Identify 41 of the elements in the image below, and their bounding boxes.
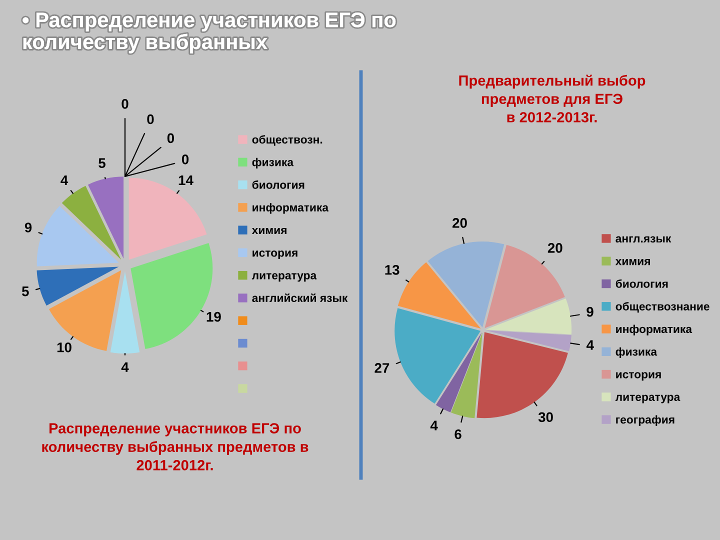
chart-title: Предварительный выбор предметов для ЕГЭ в 2012-2013г. xyxy=(459,74,646,122)
data-label: 5 xyxy=(98,158,106,168)
data-label: 19 xyxy=(206,312,221,322)
legend-label: информатика xyxy=(616,324,692,336)
legend-label: биология xyxy=(616,279,668,288)
data-label: 13 xyxy=(385,264,400,275)
data-label: 9 xyxy=(586,306,594,317)
legend-label: химия xyxy=(615,259,650,266)
data-label: 20 xyxy=(452,218,467,228)
text: Распределение участников ЕГЭ по количеству выбранных предметов в 2011-2012г. xyxy=(42,423,308,470)
legend-label: обществознание xyxy=(616,302,710,313)
legend-label: история xyxy=(252,250,298,260)
data-label: 4 xyxy=(586,340,594,350)
data-label: 4 xyxy=(60,175,68,186)
legend-label: литература xyxy=(252,273,317,282)
data-label: 6 xyxy=(454,429,462,440)
legend-label: физика xyxy=(616,347,658,358)
legend-label: физика xyxy=(252,158,294,168)
text: 0 xyxy=(167,133,174,144)
data-label: 4 xyxy=(121,362,129,372)
text: • Распределение участников ЕГЭ по количеству выбранных xyxy=(22,12,396,54)
legend-label: история xyxy=(616,372,661,381)
data-label: 4 xyxy=(430,420,438,430)
data-label: 27 xyxy=(374,363,390,373)
legend-label: география xyxy=(616,415,674,426)
data-label: 10 xyxy=(57,342,72,352)
data-label: 30 xyxy=(538,412,553,422)
legend-label: литература xyxy=(615,394,680,404)
text: 0 xyxy=(182,154,189,164)
legend-label: английский язык xyxy=(252,293,348,302)
legend-label: химия xyxy=(252,228,286,234)
data-label: 9 xyxy=(24,222,32,232)
text: 0 xyxy=(147,114,154,124)
text: 0 xyxy=(122,98,128,109)
legend-label: обществозн. xyxy=(252,135,322,146)
data-label: 14 xyxy=(178,175,194,186)
legend-label: информатика xyxy=(252,203,329,214)
data-label: 20 xyxy=(548,243,562,253)
data-label: 5 xyxy=(22,286,29,296)
legend-label: биология xyxy=(252,180,304,189)
legend-label: англ.язык xyxy=(616,236,672,243)
